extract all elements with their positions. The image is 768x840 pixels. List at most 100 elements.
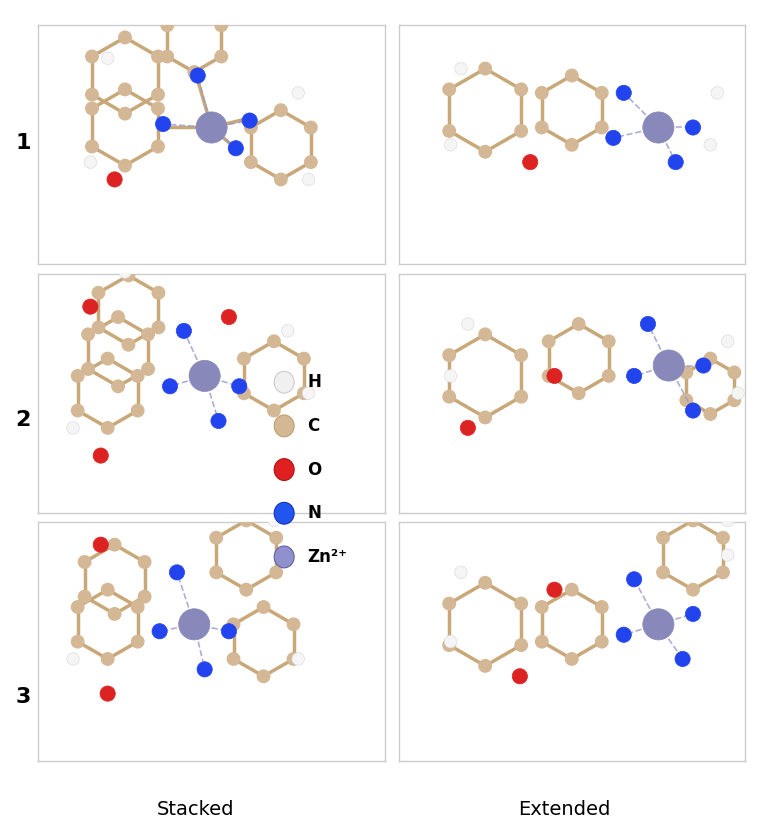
Circle shape — [515, 124, 528, 137]
Circle shape — [227, 618, 240, 631]
Circle shape — [657, 566, 669, 579]
Circle shape — [100, 686, 115, 701]
Circle shape — [108, 607, 121, 620]
Circle shape — [443, 83, 455, 96]
Circle shape — [92, 321, 104, 333]
Circle shape — [161, 50, 174, 63]
Circle shape — [257, 601, 270, 613]
Circle shape — [119, 31, 131, 44]
Circle shape — [479, 62, 492, 75]
Circle shape — [108, 538, 121, 551]
Circle shape — [107, 172, 122, 187]
Circle shape — [240, 584, 253, 596]
Circle shape — [86, 140, 98, 153]
Circle shape — [460, 420, 475, 435]
Circle shape — [152, 286, 164, 299]
Circle shape — [687, 584, 699, 596]
Circle shape — [82, 328, 94, 340]
Circle shape — [237, 387, 250, 400]
Circle shape — [479, 328, 492, 340]
Circle shape — [685, 606, 700, 622]
Circle shape — [86, 88, 98, 101]
Circle shape — [287, 618, 300, 631]
Circle shape — [71, 635, 84, 648]
Circle shape — [595, 601, 608, 613]
Circle shape — [101, 584, 114, 596]
Circle shape — [292, 653, 304, 665]
Circle shape — [717, 532, 730, 544]
Text: Stacked: Stacked — [157, 800, 234, 819]
Circle shape — [119, 83, 131, 96]
Circle shape — [71, 404, 84, 417]
Circle shape — [565, 70, 578, 81]
Circle shape — [535, 121, 548, 134]
Circle shape — [188, 3, 200, 16]
Circle shape — [479, 145, 492, 158]
Circle shape — [685, 120, 700, 135]
Circle shape — [657, 532, 669, 544]
Circle shape — [210, 532, 223, 544]
Circle shape — [704, 139, 717, 151]
Circle shape — [704, 352, 717, 365]
Circle shape — [572, 318, 585, 330]
Circle shape — [479, 576, 492, 589]
Circle shape — [119, 108, 131, 120]
Circle shape — [535, 601, 548, 613]
Circle shape — [179, 609, 210, 640]
Circle shape — [242, 113, 257, 129]
Circle shape — [443, 124, 455, 137]
Circle shape — [211, 413, 226, 428]
Text: N: N — [307, 504, 321, 522]
Text: 2: 2 — [15, 410, 31, 430]
Circle shape — [721, 549, 734, 561]
Circle shape — [522, 155, 538, 170]
Circle shape — [282, 324, 294, 337]
Circle shape — [685, 403, 700, 418]
Circle shape — [138, 591, 151, 603]
Circle shape — [515, 391, 528, 403]
Circle shape — [228, 140, 243, 156]
Circle shape — [221, 623, 237, 639]
Circle shape — [245, 121, 257, 134]
Circle shape — [131, 601, 144, 613]
Circle shape — [675, 651, 690, 667]
Text: C: C — [307, 417, 319, 435]
Circle shape — [270, 532, 283, 544]
Circle shape — [455, 62, 467, 75]
Text: Zn²⁺: Zn²⁺ — [307, 548, 347, 566]
Circle shape — [152, 321, 164, 333]
Circle shape — [101, 653, 114, 665]
Circle shape — [292, 87, 304, 99]
Circle shape — [627, 572, 642, 587]
Circle shape — [287, 653, 300, 665]
Circle shape — [512, 669, 528, 684]
Circle shape — [641, 317, 656, 332]
Circle shape — [515, 639, 528, 651]
Circle shape — [78, 556, 91, 568]
Circle shape — [227, 653, 240, 665]
Circle shape — [142, 363, 154, 375]
Circle shape — [155, 117, 170, 132]
Circle shape — [728, 394, 740, 407]
Circle shape — [119, 160, 131, 172]
Circle shape — [479, 412, 492, 423]
Circle shape — [257, 670, 270, 683]
Circle shape — [86, 102, 98, 115]
Circle shape — [112, 380, 124, 392]
Circle shape — [71, 370, 84, 382]
Circle shape — [602, 370, 615, 382]
Circle shape — [197, 662, 212, 677]
Text: 1: 1 — [15, 133, 31, 153]
Text: Extended: Extended — [518, 800, 611, 819]
Circle shape — [547, 582, 562, 597]
Circle shape — [479, 659, 492, 672]
Circle shape — [680, 394, 693, 407]
Circle shape — [572, 387, 585, 400]
Circle shape — [131, 370, 144, 382]
Circle shape — [93, 537, 108, 552]
Circle shape — [138, 556, 151, 568]
Circle shape — [602, 335, 615, 348]
Circle shape — [515, 349, 528, 361]
Circle shape — [67, 653, 79, 665]
Circle shape — [535, 635, 548, 648]
